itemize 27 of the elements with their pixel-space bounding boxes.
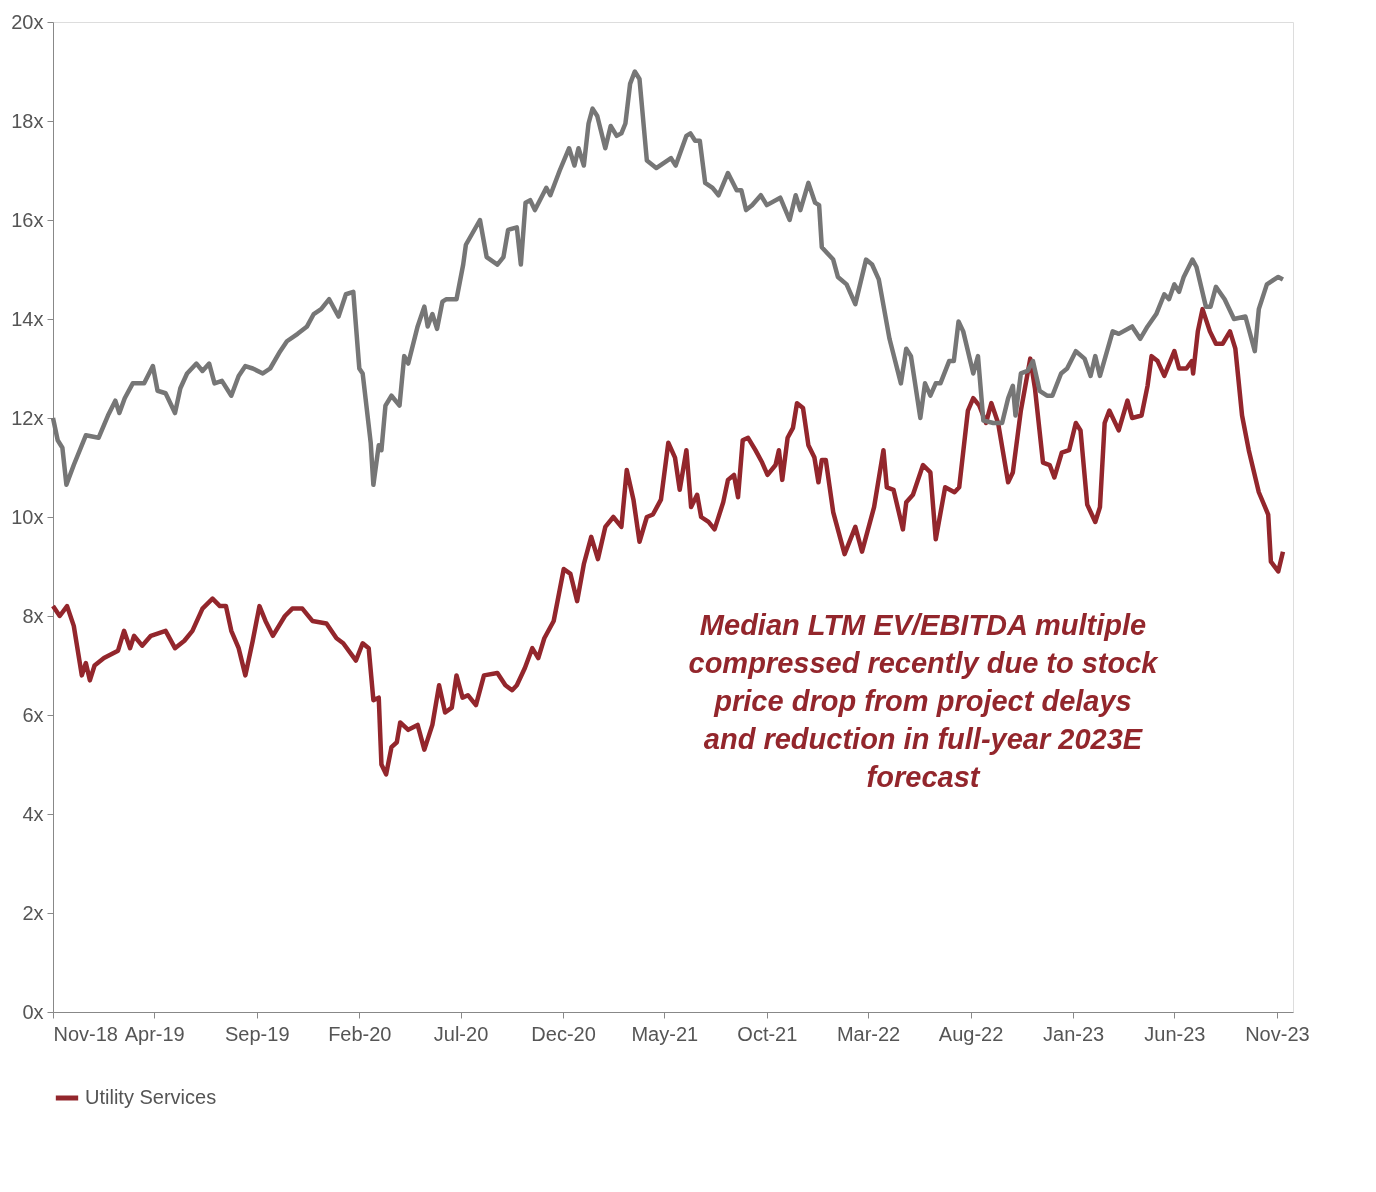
y-tick-label: 16x — [11, 208, 44, 231]
y-tick-label: 0x — [22, 1000, 44, 1023]
y-tick-label: 20x — [11, 10, 44, 33]
y-tick-label: 2x — [22, 901, 44, 924]
y-tick-label: 18x — [11, 109, 44, 132]
x-tick-label: Jul-20 — [433, 1022, 489, 1045]
x-tick-label: Dec-20 — [531, 1022, 596, 1045]
x-tick-label: Jun-23 — [1144, 1022, 1206, 1045]
x-tick-label: Aug-22 — [938, 1022, 1004, 1045]
y-tick-label: 6x — [22, 703, 44, 726]
x-tick-label: Apr-19 — [124, 1022, 185, 1045]
annotation: Median LTM EV/EBITDA multiple compressed recently due to stock price drop from project delays and reduction in full-year 2023E forecast — [688, 609, 1160, 793]
y-tick-label: 8x — [22, 604, 44, 627]
x-tick-label: Jan-23 — [1043, 1022, 1105, 1045]
x-tick-label: Nov-18 — [53, 1022, 118, 1045]
y-tick-label: 10x — [11, 505, 44, 528]
line-series — [50, 69, 1286, 488]
y-tick-label: 4x — [22, 802, 44, 825]
x-tick-label: Feb-20 — [328, 1022, 392, 1045]
x-tick-label: Mar-22 — [836, 1022, 901, 1045]
x-tick-label: Sep-19 — [225, 1022, 290, 1045]
x-tick-label: Nov-23 — [1245, 1022, 1310, 1045]
y-tick-label: 14x — [11, 307, 44, 330]
y-tick-label: 12x — [11, 406, 44, 429]
x-tick-label: Oct-21 — [737, 1022, 798, 1045]
x-tick-label: May-21 — [631, 1022, 699, 1045]
legend-label: Utility Services — [85, 1086, 217, 1108]
